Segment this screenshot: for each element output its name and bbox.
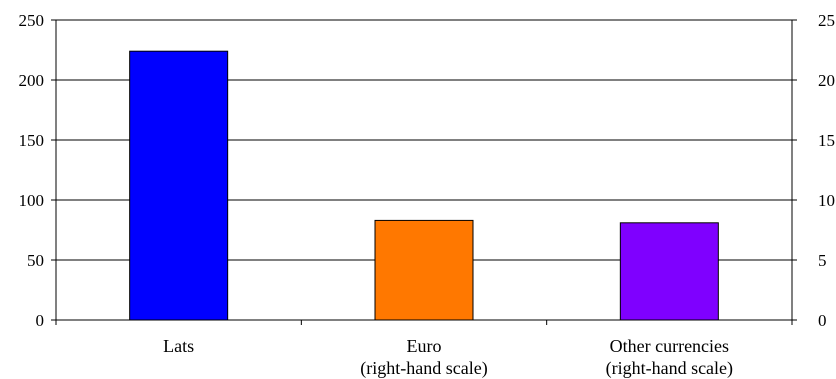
left-tick-label: 0 [36, 311, 45, 330]
category-label: Other currencies [610, 336, 729, 356]
bars [129, 50, 719, 321]
right-tick-label: 20 [818, 71, 835, 90]
left-tick-label: 150 [19, 131, 45, 150]
right-tick-label: 15 [818, 131, 835, 150]
right-tick-label: 0 [818, 311, 827, 330]
left-tick-label: 250 [19, 11, 45, 30]
right-tick-label: 10 [818, 191, 835, 210]
bar-0 [129, 50, 229, 321]
right-tick-label: 5 [818, 251, 827, 270]
right-tick-label: 25 [818, 11, 835, 30]
category-label: (right-hand scale) [360, 358, 487, 379]
axes [51, 19, 797, 325]
category-label: Euro [407, 336, 442, 356]
category-label: Lats [163, 336, 194, 356]
left-tick-label: 200 [19, 71, 45, 90]
left-tick-label: 100 [19, 191, 45, 210]
bar-1 [374, 219, 474, 321]
category-label: (right-hand scale) [606, 358, 733, 379]
left-tick-label: 50 [27, 251, 44, 270]
bar-2 [619, 222, 719, 321]
